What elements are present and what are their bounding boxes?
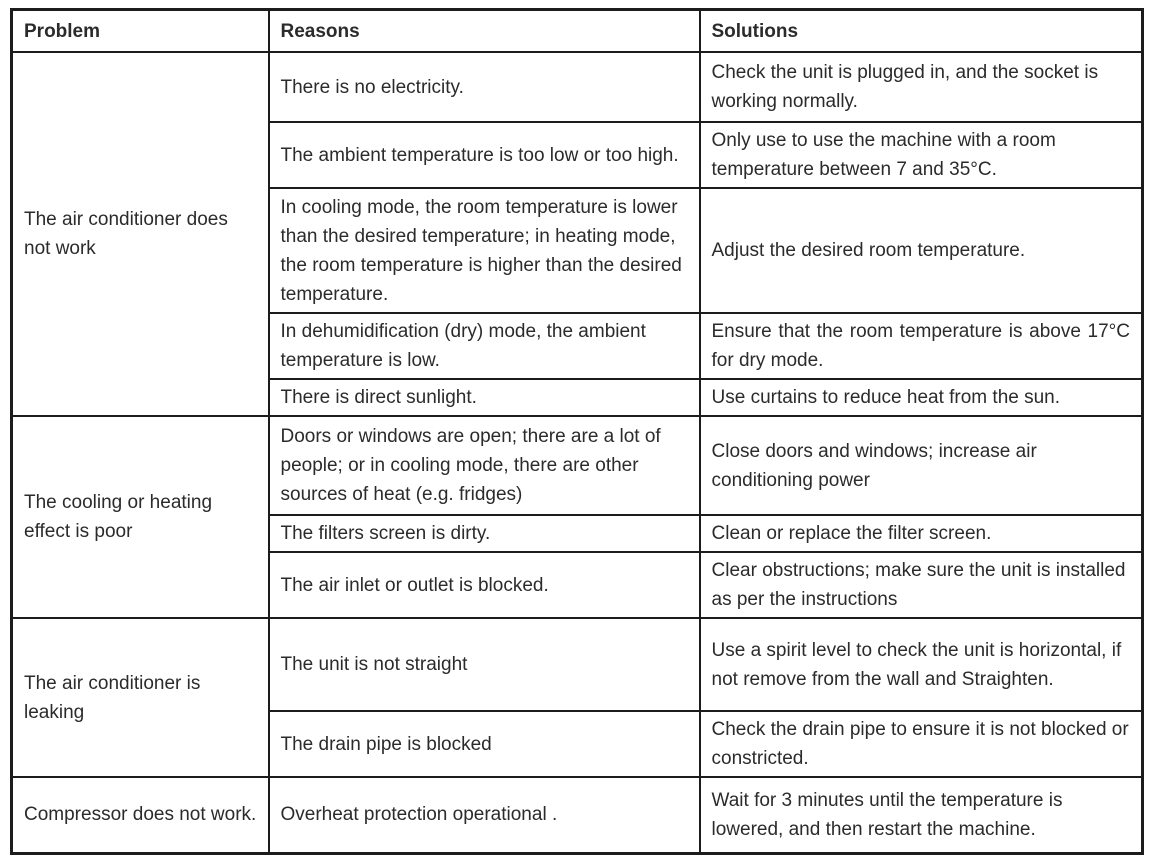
reason-cell: The filters screen is dirty. <box>267 514 701 553</box>
table-row: The air inlet or outlet is blocked. Clea… <box>12 551 1144 619</box>
problem-cell-poor-effect: The cooling or heating effect is poor <box>10 415 270 619</box>
column-header-solutions: Solutions <box>698 8 1144 53</box>
table-row: There is direct sunlight. Use curtains t… <box>12 378 1144 417</box>
table-row: The cooling or heating effect is poor Do… <box>10 415 1144 619</box>
table-row: The air conditioner is leaking The unit … <box>10 617 1144 778</box>
table-row: In dehumidification (dry) mode, the ambi… <box>12 312 1144 380</box>
reason-cell: Doors or windows are open; there are a l… <box>267 415 701 516</box>
reason-cell: The ambient temperature is too low or to… <box>267 121 701 189</box>
reason-cell: The air inlet or outlet is blocked. <box>267 551 701 619</box>
reason-cell: There is no electricity. <box>267 51 701 123</box>
problem-cell-leaking: The air conditioner is leaking <box>10 617 270 778</box>
table-row: The drain pipe is blocked Check the drai… <box>12 710 1144 778</box>
column-header-problem: Problem <box>10 8 270 53</box>
solution-cell: Use a spirit level to check the unit is … <box>698 617 1144 712</box>
solution-cell: Clear obstructions; make sure the unit i… <box>698 551 1144 619</box>
solution-cell: Clean or replace the filter screen. <box>698 514 1144 553</box>
column-header-reasons: Reasons <box>267 8 701 53</box>
solution-cell: Use curtains to reduce heat from the sun… <box>698 378 1144 417</box>
table-row: Compressor does not work. Overheat prote… <box>10 776 1144 854</box>
reason-cell: In dehumidification (dry) mode, the ambi… <box>267 312 701 380</box>
solution-cell: Only use to use the machine with a room … <box>698 121 1144 189</box>
table-row: The air conditioner does not work There … <box>10 51 1144 417</box>
problem-cell-ac-does-not-work: The air conditioner does not work <box>10 51 270 417</box>
solution-cell: Check the unit is plugged in, and the so… <box>698 51 1144 123</box>
solution-cell: Adjust the desired room temperature. <box>698 187 1144 314</box>
table-row: The filters screen is dirty. Clean or re… <box>12 514 1144 553</box>
reason-cell: The unit is not straight <box>267 617 701 712</box>
problem-cell-compressor: Compressor does not work. <box>10 776 270 854</box>
solution-cell: Close doors and windows; increase air co… <box>698 415 1144 516</box>
table-row: The ambient temperature is too low or to… <box>12 121 1144 189</box>
reason-cell: In cooling mode, the room temperature is… <box>267 187 701 314</box>
solution-cell: Check the drain pipe to ensure it is not… <box>698 710 1144 778</box>
reason-cell: Overheat protection operational . <box>267 776 701 854</box>
table-header-row: Problem Reasons Solutions <box>10 8 1144 53</box>
solution-cell: Ensure that the room temperature is abov… <box>698 312 1144 380</box>
reason-cell: The drain pipe is blocked <box>267 710 701 778</box>
reason-cell: There is direct sunlight. <box>267 378 701 417</box>
troubleshooting-table: Problem Reasons Solutions The air condit… <box>10 8 1144 855</box>
solution-cell: Wait for 3 minutes until the temperature… <box>698 776 1144 854</box>
table-row: In cooling mode, the room temperature is… <box>12 187 1144 314</box>
